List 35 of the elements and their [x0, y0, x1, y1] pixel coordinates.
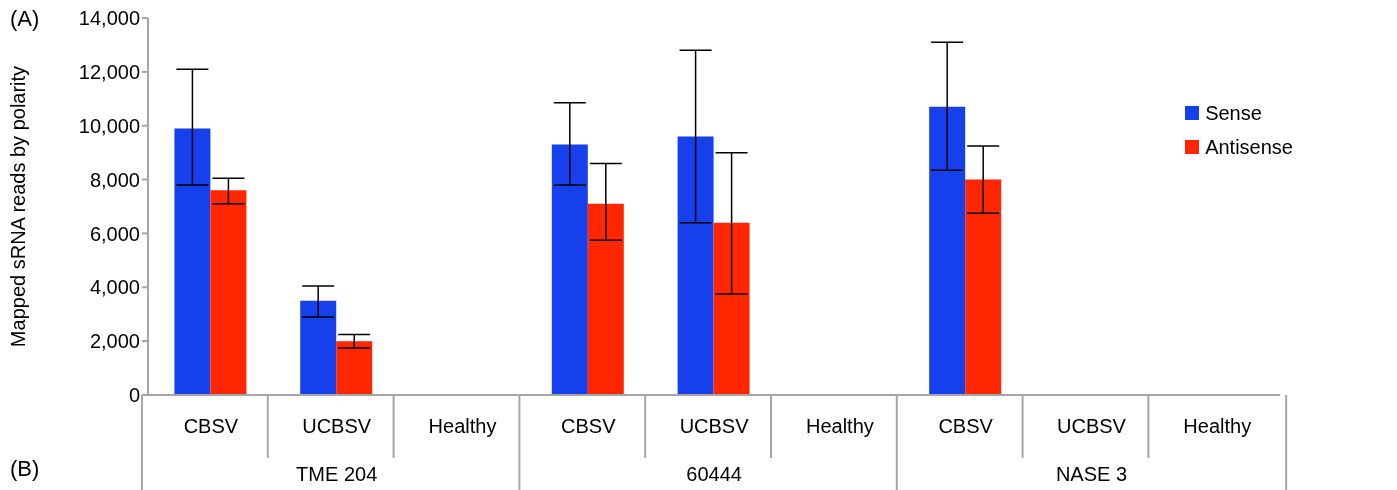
y-tick-label: 10,000 — [78, 114, 140, 137]
y-tick-label: 14,000 — [78, 7, 140, 30]
y-tick-label: 0 — [128, 384, 140, 407]
text: NASE 3 — [1055, 463, 1128, 485]
bar — [587, 203, 624, 395]
bar — [929, 106, 966, 395]
y-tick-label: 6,000 — [89, 222, 140, 245]
x-tick-label: CBSV — [561, 415, 617, 437]
y-tick-label: 12,000 — [78, 60, 140, 83]
y-tick-label: 8,000 — [89, 168, 140, 191]
bar — [965, 179, 1002, 395]
x-tick-label: UCBSV — [302, 415, 372, 437]
text: (A) — [10, 6, 40, 32]
text: 60444 — [686, 463, 742, 485]
bar — [336, 341, 373, 395]
x-tick-label: UCBSV — [679, 415, 750, 437]
bar — [210, 190, 247, 395]
legend-label: Sense — [1205, 101, 1262, 126]
y-tick-label: 4,000 — [89, 276, 140, 299]
bar — [551, 144, 588, 395]
bar — [677, 136, 714, 395]
x-tick-label: Healthy — [805, 415, 874, 437]
y-axis-title: Mapped sRNA reads by polarity — [7, 65, 30, 348]
x-tick-label: CBSV — [938, 415, 994, 437]
text: TME 204 — [296, 463, 378, 485]
text: (B) — [10, 456, 40, 482]
bar — [300, 300, 337, 395]
x-tick-label: Healthy — [428, 415, 497, 437]
x-tick-label: Healthy — [1183, 415, 1252, 437]
x-tick-label: CBSV — [183, 415, 239, 437]
bar — [713, 222, 750, 395]
y-tick-label: 2,000 — [89, 330, 140, 353]
legend-label: Antisense — [1205, 135, 1293, 160]
bar — [174, 128, 211, 395]
x-tick-label: UCBSV — [1057, 415, 1127, 437]
